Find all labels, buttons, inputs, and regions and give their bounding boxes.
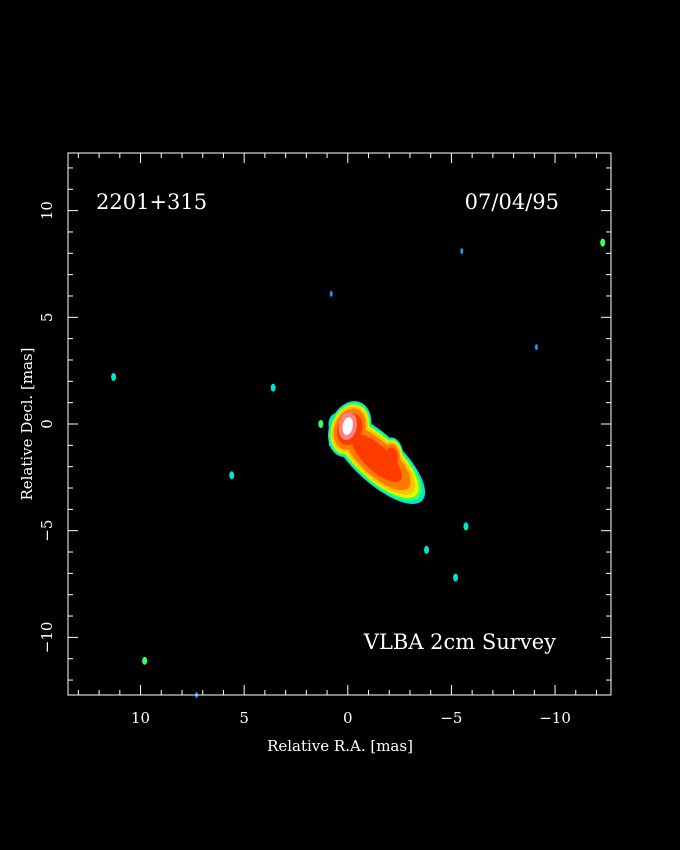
image-layer xyxy=(111,238,606,698)
noise-spot xyxy=(229,471,235,480)
y-tick-label: −10 xyxy=(38,622,56,654)
noise-spot xyxy=(111,373,117,382)
y-tick-label: 10 xyxy=(38,201,56,220)
x-tick-label: 10 xyxy=(131,709,150,727)
noise-spot xyxy=(270,383,276,392)
y-tick-label: 0 xyxy=(38,419,56,429)
y-axis-label: Relative Decl. [mas] xyxy=(18,347,36,500)
source-name-label: 2201+315 xyxy=(96,190,207,214)
noise-spot xyxy=(534,344,538,351)
y-tick-label: −5 xyxy=(38,520,56,542)
noise-spot xyxy=(318,420,324,428)
y-tick-label: 5 xyxy=(38,313,56,323)
x-tick-label: 5 xyxy=(239,709,249,727)
tick-marks xyxy=(68,153,611,695)
observation-date-label: 07/04/95 xyxy=(465,190,559,214)
core-peak xyxy=(342,417,353,436)
noise-spot xyxy=(424,545,430,554)
x-tick-labels: 10 5 0 −5 −10 xyxy=(131,709,571,727)
survey-label: VLBA 2cm Survey xyxy=(363,630,556,654)
x-tick-label: −5 xyxy=(440,709,462,727)
x-tick-label: −10 xyxy=(539,709,571,727)
noise-spot xyxy=(600,238,606,247)
jet-knot xyxy=(384,447,398,469)
noise-spot xyxy=(453,573,459,582)
x-axis-label: Relative R.A. [mas] xyxy=(267,737,413,755)
x-tick-label: 0 xyxy=(343,709,353,727)
noise-spot xyxy=(460,248,464,255)
noise-spot xyxy=(463,522,469,531)
jet-lobe xyxy=(351,434,402,482)
y-tick-labels: 10 5 0 −5 −10 xyxy=(38,201,56,653)
noise-spot xyxy=(142,656,148,665)
noise-spot xyxy=(329,290,333,297)
